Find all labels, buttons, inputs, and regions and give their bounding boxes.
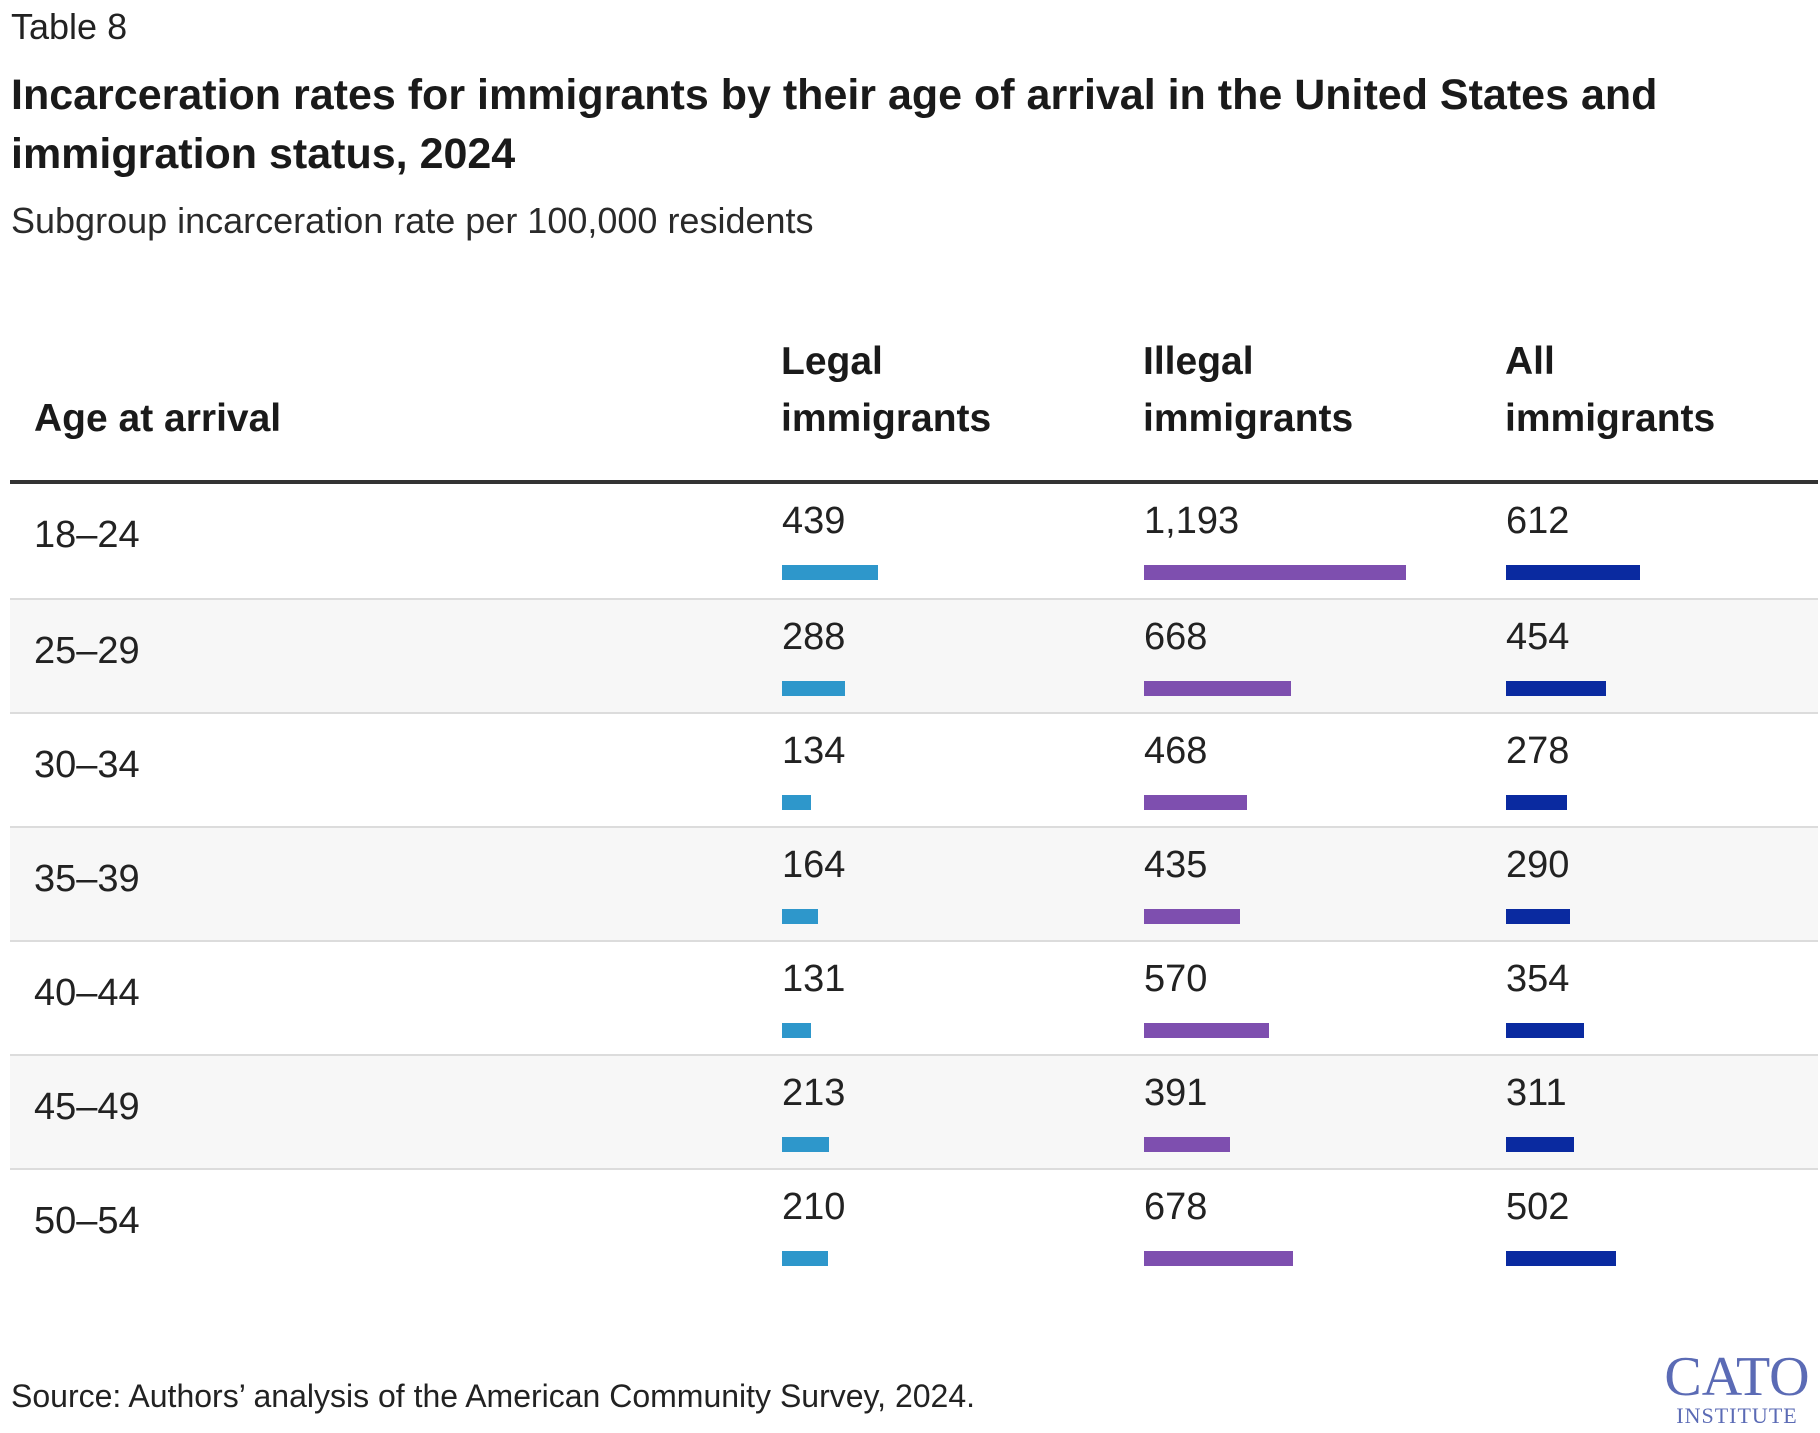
- table-label: Table 8: [11, 6, 128, 47]
- age-label: 30–34: [34, 744, 140, 786]
- illegal-bar: [1144, 681, 1291, 696]
- legal-value: 213: [782, 1072, 846, 1114]
- illegal-value: 1,193: [1144, 500, 1240, 542]
- all-value: 502: [1506, 1186, 1570, 1228]
- all-value: 354: [1506, 958, 1570, 1000]
- logo-name: CATO: [1664, 1346, 1809, 1408]
- all-value: 454: [1506, 616, 1570, 658]
- legal-value: 439: [782, 500, 846, 542]
- source-note: Source: Authors’ analysis of the America…: [11, 1378, 976, 1414]
- age-label: 35–39: [34, 858, 140, 900]
- legal-bar: [782, 681, 845, 696]
- all-bar: [1506, 565, 1640, 580]
- illegal-value: 391: [1144, 1072, 1208, 1114]
- illegal-value: 570: [1144, 958, 1208, 1000]
- column-header-illegal: Illegal immigrants: [1143, 340, 1354, 440]
- legal-bar: [782, 795, 811, 810]
- legal-value: 134: [782, 730, 846, 772]
- table-row: 25–29 288 668 454: [10, 598, 1818, 712]
- cato-logo: CATO INSTITUTE: [1664, 1346, 1809, 1427]
- legal-bar: [782, 565, 878, 580]
- age-label: 45–49: [34, 1086, 140, 1128]
- illegal-bar: [1144, 565, 1406, 580]
- column-header-all: All immigrants: [1505, 340, 1716, 440]
- illegal-bar: [1144, 795, 1247, 810]
- legal-value: 210: [782, 1186, 846, 1228]
- all-value: 290: [1506, 844, 1570, 886]
- table-row: 40–44 131 570 354: [10, 940, 1818, 1054]
- table-row: 30–34 134 468 278: [10, 712, 1818, 826]
- illegal-value: 668: [1144, 616, 1208, 658]
- chart-title: Incarceration rates for immigrants by th…: [11, 71, 1658, 178]
- column-header-legal: Legal immigrants: [781, 340, 992, 440]
- all-bar: [1506, 1137, 1574, 1152]
- legal-value: 288: [782, 616, 846, 658]
- illegal-bar: [1144, 1023, 1269, 1038]
- legal-bar: [782, 1251, 828, 1266]
- all-bar: [1506, 681, 1606, 696]
- age-label: 25–29: [34, 630, 140, 672]
- illegal-value: 678: [1144, 1186, 1208, 1228]
- legal-value: 164: [782, 844, 846, 886]
- column-header-age: Age at arrival: [34, 397, 282, 440]
- illegal-bar: [1144, 909, 1240, 924]
- all-bar: [1506, 1023, 1584, 1038]
- table-row: 35–39 164 435 290: [10, 826, 1818, 940]
- table-row: 45–49 213 391 311: [10, 1054, 1818, 1168]
- table-row: 50–54 210 678 502: [10, 1168, 1818, 1282]
- illegal-value: 468: [1144, 730, 1208, 772]
- all-bar: [1506, 1251, 1616, 1266]
- all-value: 278: [1506, 730, 1570, 772]
- all-bar: [1506, 795, 1567, 810]
- chart-subtitle: Subgroup incarceration rate per 100,000 …: [11, 200, 814, 241]
- table-row: 18–24 439 1,193 612: [10, 484, 1818, 598]
- all-bar: [1506, 909, 1570, 924]
- all-value: 612: [1506, 500, 1570, 542]
- legal-bar: [782, 1023, 811, 1038]
- legal-bar: [782, 909, 818, 924]
- header-rule: [10, 480, 1818, 484]
- legal-bar: [782, 1137, 829, 1152]
- illegal-value: 435: [1144, 844, 1208, 886]
- logo-subtitle: INSTITUTE: [1676, 1403, 1797, 1427]
- age-label: 50–54: [34, 1200, 140, 1242]
- legal-value: 131: [782, 958, 846, 1000]
- all-value: 311: [1506, 1072, 1567, 1114]
- age-label: 40–44: [34, 972, 140, 1014]
- illegal-bar: [1144, 1251, 1293, 1266]
- age-label: 18–24: [34, 514, 140, 556]
- illegal-bar: [1144, 1137, 1230, 1152]
